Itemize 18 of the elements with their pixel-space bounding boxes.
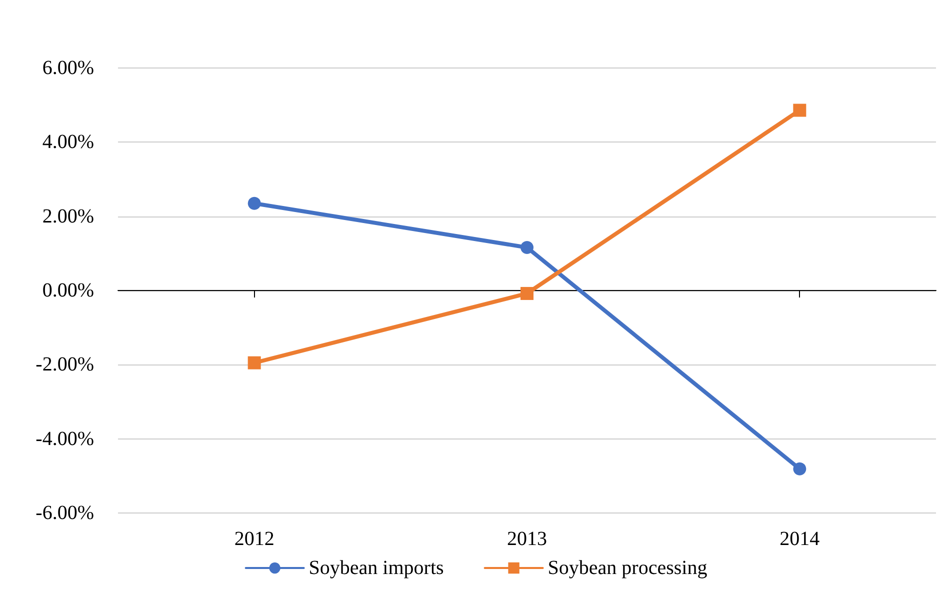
legend-label: Soybean imports	[308, 557, 444, 579]
y-tick-label: 6.00%	[42, 57, 94, 79]
x-tick-label: 2014	[780, 528, 820, 550]
legend-label: Soybean processing	[548, 557, 708, 579]
point	[520, 286, 534, 300]
y-tick-label: 4.00%	[42, 131, 94, 154]
y-tick-label: -6.00%	[36, 502, 94, 524]
point	[520, 240, 534, 254]
point	[248, 356, 261, 370]
y-tick-label: 2.00%	[42, 205, 94, 228]
point	[793, 104, 806, 117]
point	[248, 196, 261, 210]
y-tick-label: -4.00%	[36, 428, 94, 450]
point	[793, 462, 806, 476]
y-tick-label: 0.00%	[42, 280, 94, 302]
x-tick-label: 2013	[507, 528, 547, 550]
x-tick-label: 2012	[234, 528, 274, 550]
y-tick-label: -2.00%	[36, 354, 94, 376]
